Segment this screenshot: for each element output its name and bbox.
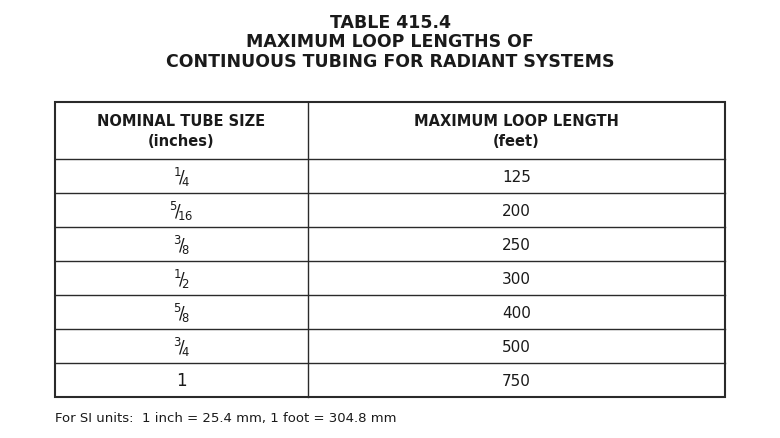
- Text: 400: 400: [502, 305, 531, 320]
- Text: TABLE 415.4: TABLE 415.4: [329, 14, 451, 32]
- Text: $\mathdefault{^{3}\!/\!_{4}}$: $\mathdefault{^{3}\!/\!_{4}}$: [173, 335, 190, 358]
- Text: MAXIMUM LOOP LENGTH: MAXIMUM LOOP LENGTH: [414, 114, 619, 129]
- Text: CONTINUOUS TUBING FOR RADIANT SYSTEMS: CONTINUOUS TUBING FOR RADIANT SYSTEMS: [165, 53, 615, 71]
- Text: MAXIMUM LOOP LENGTHS OF: MAXIMUM LOOP LENGTHS OF: [246, 33, 534, 51]
- Bar: [55, 103, 725, 397]
- Text: 500: 500: [502, 339, 531, 354]
- Text: $\mathdefault{^{1}\!/\!_{2}}$: $\mathdefault{^{1}\!/\!_{2}}$: [173, 267, 190, 290]
- Text: 250: 250: [502, 237, 531, 252]
- Text: $\mathdefault{^{3}\!/\!_{8}}$: $\mathdefault{^{3}\!/\!_{8}}$: [173, 233, 190, 256]
- Text: (feet): (feet): [493, 134, 540, 148]
- Text: $1$: $1$: [176, 371, 187, 389]
- Text: $\mathdefault{^{5}\!/\!_{8}}$: $\mathdefault{^{5}\!/\!_{8}}$: [173, 301, 190, 324]
- Text: $\mathdefault{^{1}\!/\!_{4}}$: $\mathdefault{^{1}\!/\!_{4}}$: [173, 165, 190, 188]
- Text: 125: 125: [502, 169, 531, 184]
- Text: 200: 200: [502, 203, 531, 218]
- Text: (inches): (inches): [148, 134, 214, 148]
- Text: NOMINAL TUBE SIZE: NOMINAL TUBE SIZE: [98, 114, 265, 129]
- Text: For SI units:  1 inch = 25.4 mm, 1 foot = 304.8 mm: For SI units: 1 inch = 25.4 mm, 1 foot =…: [55, 411, 396, 424]
- Text: 750: 750: [502, 373, 531, 388]
- Text: $\mathdefault{^{5}\!/\!_{16}}$: $\mathdefault{^{5}\!/\!_{16}}$: [169, 199, 193, 222]
- Text: 300: 300: [502, 271, 531, 286]
